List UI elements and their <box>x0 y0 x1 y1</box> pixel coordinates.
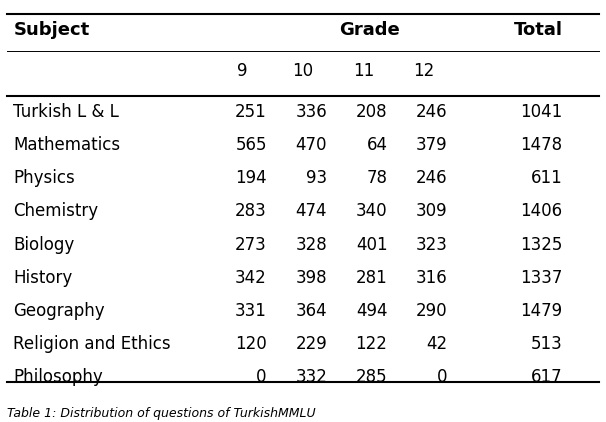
Text: 470: 470 <box>296 136 327 154</box>
Text: Biology: Biology <box>13 235 75 254</box>
Text: Geography: Geography <box>13 302 105 320</box>
Text: 1041: 1041 <box>520 103 562 121</box>
Text: 1337: 1337 <box>520 269 562 287</box>
Text: 285: 285 <box>356 368 387 387</box>
Text: 332: 332 <box>295 368 327 387</box>
Text: 513: 513 <box>531 335 562 353</box>
Text: 611: 611 <box>531 169 562 187</box>
Text: Total: Total <box>513 21 562 39</box>
Text: 10: 10 <box>293 62 313 80</box>
Text: 0: 0 <box>438 368 448 387</box>
Text: Philosophy: Philosophy <box>13 368 103 387</box>
Text: 364: 364 <box>296 302 327 320</box>
Text: 78: 78 <box>367 169 387 187</box>
Text: 42: 42 <box>427 335 448 353</box>
Text: Mathematics: Mathematics <box>13 136 121 154</box>
Text: 0: 0 <box>256 368 267 387</box>
Text: 398: 398 <box>296 269 327 287</box>
Text: 1479: 1479 <box>521 302 562 320</box>
Text: 283: 283 <box>235 202 267 220</box>
Text: 309: 309 <box>416 202 448 220</box>
Text: 316: 316 <box>416 269 448 287</box>
Text: 251: 251 <box>235 103 267 121</box>
Text: 379: 379 <box>416 136 448 154</box>
Text: Chemistry: Chemistry <box>13 202 99 220</box>
Text: Table 1: Distribution of questions of TurkishMMLU: Table 1: Distribution of questions of Tu… <box>7 407 316 420</box>
Text: Religion and Ethics: Religion and Ethics <box>13 335 171 353</box>
Text: Physics: Physics <box>13 169 75 187</box>
Text: Subject: Subject <box>13 21 90 39</box>
Text: 342: 342 <box>235 269 267 287</box>
Text: 122: 122 <box>356 335 387 353</box>
Text: 93: 93 <box>306 169 327 187</box>
Text: 340: 340 <box>356 202 387 220</box>
Text: 494: 494 <box>356 302 387 320</box>
Text: 1406: 1406 <box>521 202 562 220</box>
Text: 281: 281 <box>356 269 387 287</box>
Text: 336: 336 <box>295 103 327 121</box>
Text: 120: 120 <box>235 335 267 353</box>
Text: 208: 208 <box>356 103 387 121</box>
Text: 194: 194 <box>235 169 267 187</box>
Text: 64: 64 <box>367 136 387 154</box>
Text: 273: 273 <box>235 235 267 254</box>
Text: 290: 290 <box>416 302 448 320</box>
Text: 9: 9 <box>238 62 248 80</box>
Text: 331: 331 <box>235 302 267 320</box>
Text: 1478: 1478 <box>521 136 562 154</box>
Text: 12: 12 <box>413 62 435 80</box>
Text: 474: 474 <box>296 202 327 220</box>
Text: 565: 565 <box>235 136 267 154</box>
Text: 1325: 1325 <box>520 235 562 254</box>
Text: 323: 323 <box>416 235 448 254</box>
Text: 229: 229 <box>295 335 327 353</box>
Text: 617: 617 <box>531 368 562 387</box>
Text: 328: 328 <box>295 235 327 254</box>
Text: Turkish L & L: Turkish L & L <box>13 103 119 121</box>
Text: 246: 246 <box>416 103 448 121</box>
Text: 246: 246 <box>416 169 448 187</box>
Text: Grade: Grade <box>339 21 400 39</box>
Text: 11: 11 <box>353 62 374 80</box>
Text: History: History <box>13 269 73 287</box>
Text: 401: 401 <box>356 235 387 254</box>
